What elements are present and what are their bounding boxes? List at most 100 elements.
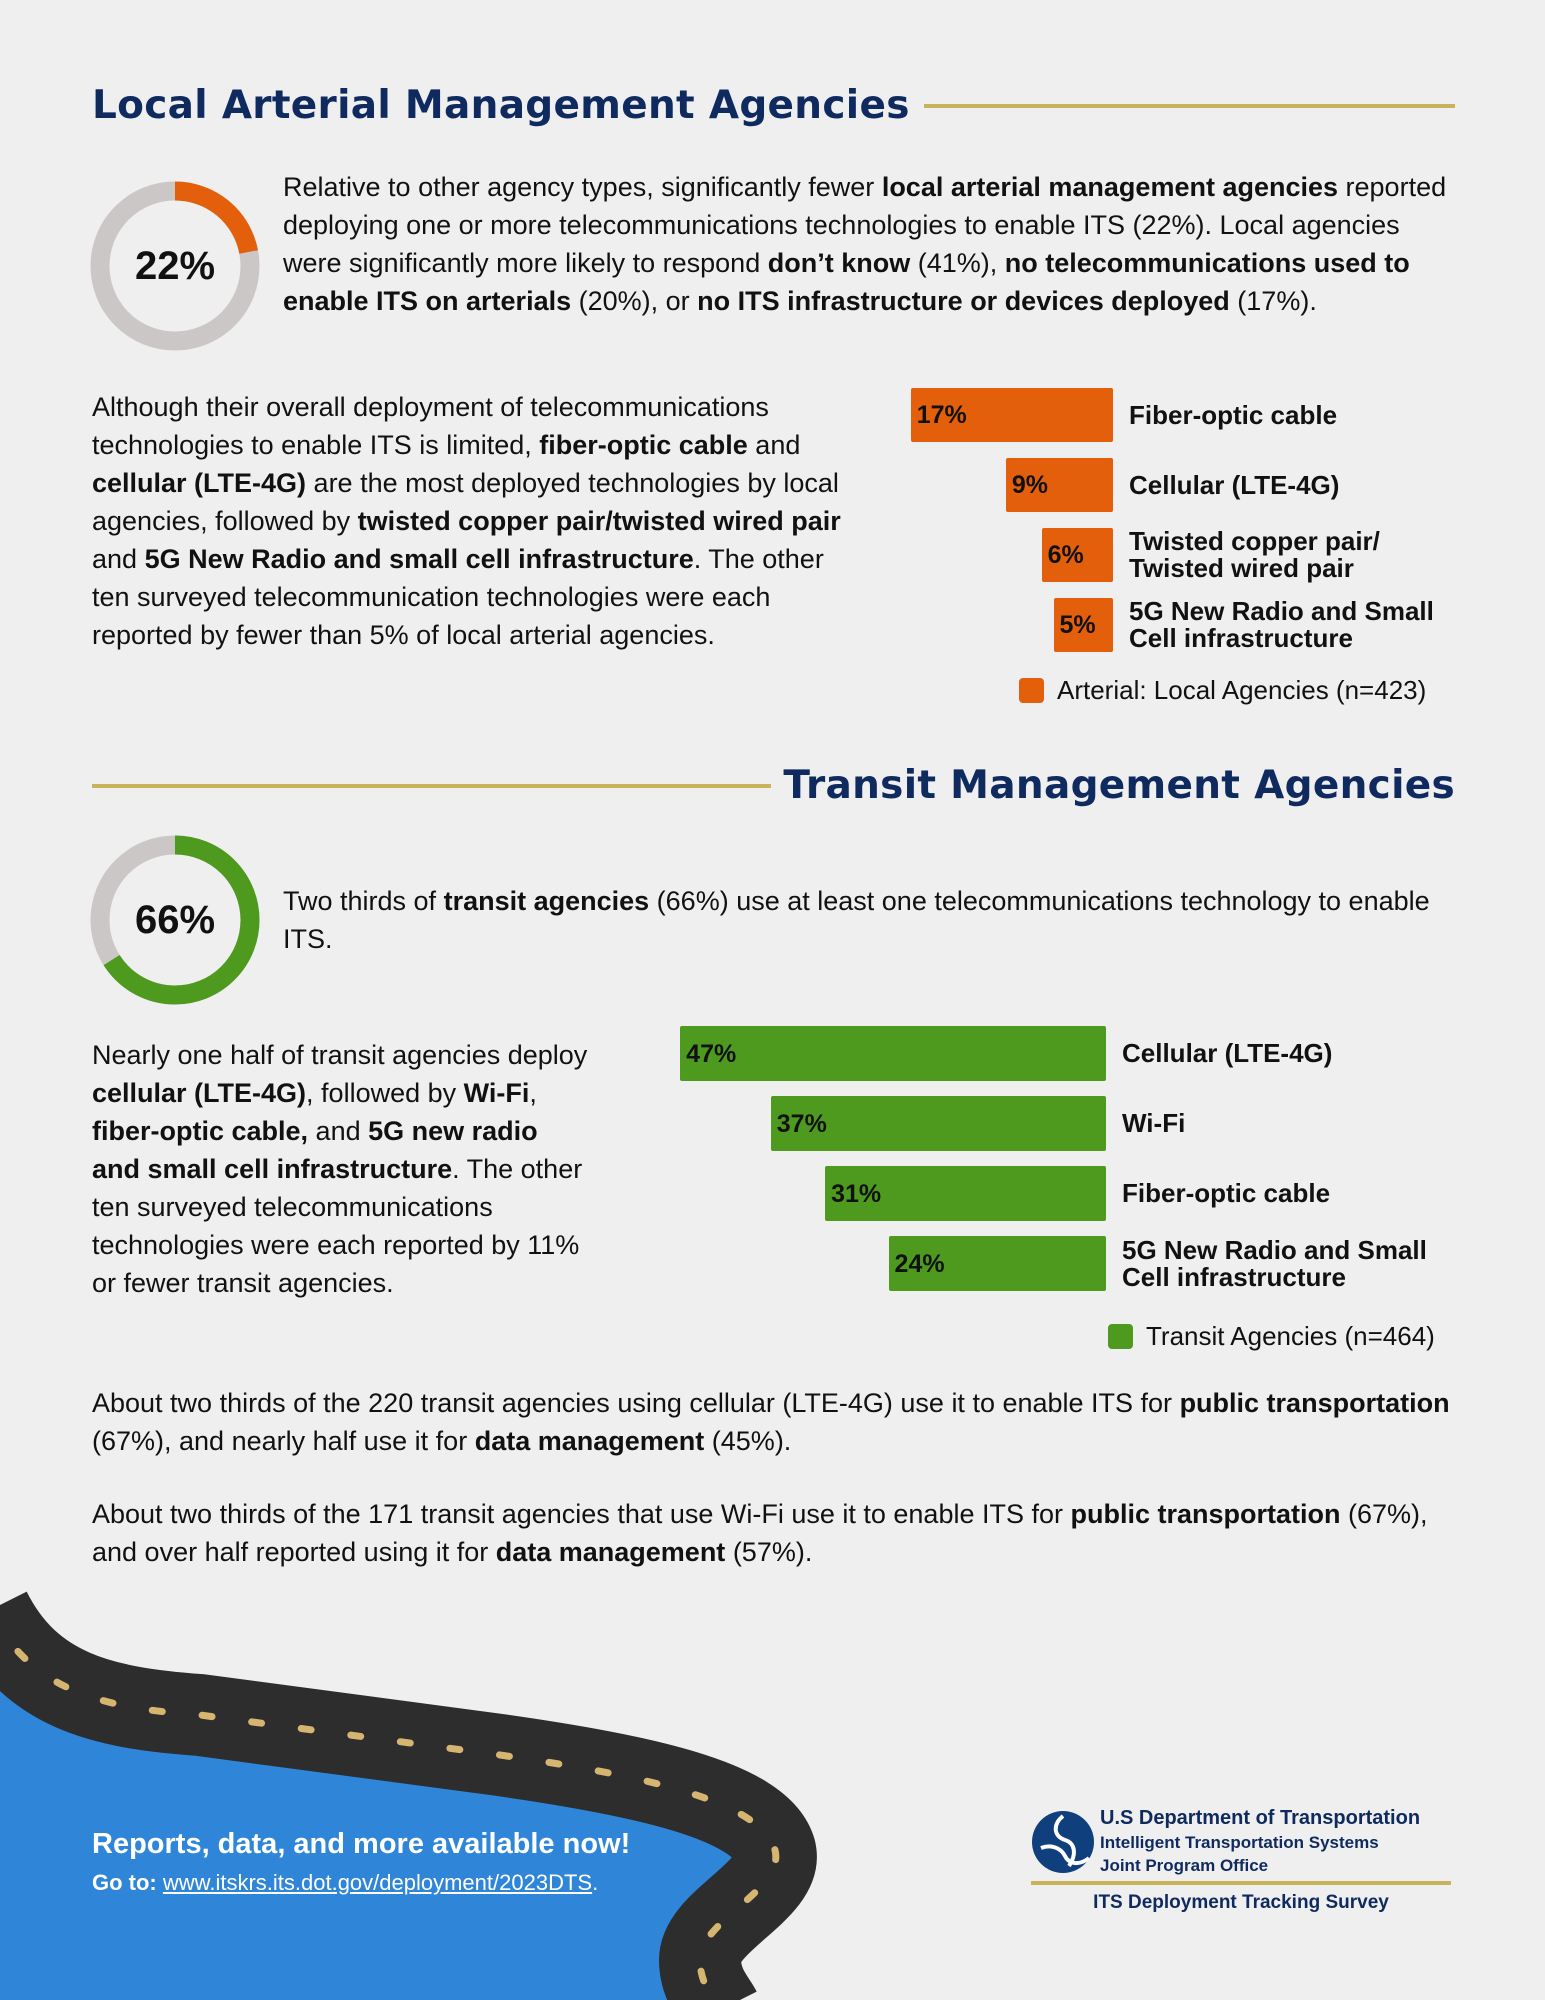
body-text: (57%).: [725, 1537, 813, 1567]
body-text: About two thirds of the 220 transit agen…: [92, 1388, 1180, 1418]
category-label: Cellular (LTE-4G): [1129, 469, 1340, 500]
body-text: . The other ten surveyed telecommunicati…: [92, 1154, 583, 1298]
emphasis-text: transit agencies: [443, 886, 650, 916]
body-text: Relative to other agency types, signific…: [283, 172, 882, 202]
emphasis-text: local arterial management agencies: [881, 172, 1339, 202]
body-text: and: [92, 544, 145, 574]
transit-intro-row: 66% Two thirds of transit agencies (66%)…: [89, 834, 1455, 1006]
bar-value-label: 24%: [894, 1249, 945, 1278]
bar-value-label: 6%: [1047, 541, 1084, 569]
dot-logo-icon: [1032, 1811, 1094, 1873]
category-label: Wi-Fi: [1122, 1108, 1186, 1138]
body-text: and: [747, 430, 801, 460]
body-text: and: [308, 1116, 369, 1146]
bar-value-label: 31%: [831, 1179, 882, 1208]
category-label: 5G New Radio and Small Cell infrastructur…: [1129, 596, 1434, 653]
body-text: (17%).: [1229, 286, 1317, 316]
deployment-link[interactable]: www.itskrs.its.dot.gov/deployment/2023DT…: [162, 1870, 593, 1895]
jpo-name: Joint Program Office: [1100, 1856, 1269, 1875]
donut-arc-orange: [90, 181, 260, 351]
bar-value-label: 47%: [686, 1039, 737, 1068]
emphasis-text: fiber-optic cable,: [92, 1116, 309, 1146]
emphasis-text: Wi-Fi: [463, 1078, 530, 1108]
emphasis-text: fiber-optic cable: [539, 430, 748, 460]
donut-chart-22: 22%: [89, 180, 261, 352]
emphasis-text: cellular (LTE-4G): [92, 1078, 307, 1108]
section-header-transit: Transit Management Agencies: [92, 758, 1455, 814]
body-text: Nearly one half of transit agencies depl…: [92, 1040, 588, 1070]
deployment-paragraph-arterial: Although their overall deployment of tel…: [92, 388, 852, 654]
emphasis-text: public transportation: [1179, 1388, 1450, 1418]
body-text: are the most deployed technologies by lo…: [92, 468, 839, 536]
emphasis-text: data management: [474, 1426, 705, 1456]
category-label: Twisted copper pair/Twisted wired pair: [1129, 526, 1380, 583]
bar: [888, 1236, 1106, 1291]
bar-value-label: 37%: [776, 1109, 827, 1138]
body-text: reported deploying one or more telecommu…: [283, 172, 1447, 278]
donut-chart-66: 66%: [89, 834, 261, 1006]
donut-label: 22%: [134, 244, 216, 288]
cellular-usage-paragraph: About two thirds of the 220 transit agen…: [92, 1384, 1455, 1460]
body-text: . The other ten surveyed telecommunicati…: [92, 544, 824, 650]
body-text: (67%), and nearly half use it for: [92, 1426, 475, 1456]
arterial-detail-row: Although their overall deployment of tel…: [92, 388, 1455, 708]
category-label: Fiber-optic cable: [1129, 399, 1338, 430]
bar-value-label: 17%: [916, 401, 967, 429]
category-label: Cellular (LTE-4G): [1122, 1038, 1333, 1068]
emphasis-text: no ITS infrastructure or devices deploye…: [697, 286, 1230, 316]
link-suffix: .: [592, 1870, 599, 1895]
emphasis-text: data management: [495, 1537, 726, 1567]
arterial-bar-chart: 17% Fiber-optic cable 9% Cellular (LTE-4G) 6…: [852, 388, 1455, 708]
bar: [1053, 598, 1113, 652]
bar: [1041, 528, 1113, 582]
section-header-arterial: Local Arterial Management Agencies: [92, 78, 1455, 134]
donut-svg: [90, 835, 260, 1005]
bar: [770, 1096, 1106, 1151]
donut-arc-green: [90, 835, 260, 1005]
body-text: (67%), and over half reported using it f…: [92, 1499, 1428, 1567]
wifi-usage-paragraph: About two thirds of the 171 transit agen…: [92, 1495, 1455, 1571]
bar: [825, 1166, 1106, 1221]
bar: [910, 388, 1113, 442]
body-text: (66%) use at least one telecommunication…: [283, 886, 1430, 954]
section-title-transit: Transit Management Agencies: [783, 763, 1455, 808]
road: [0, 1590, 817, 2000]
main-content: Local Arterial Management Agencies 22% R…: [89, 78, 1455, 1571]
intro-paragraph-transit: Two thirds of transit agencies (66%) use…: [283, 882, 1455, 958]
goto-label: Go to:: [92, 1870, 157, 1895]
category-label: 5G New Radio and Small Cell infrastructur…: [1122, 1234, 1427, 1292]
emphasis-text: no telecommunications used to enable ITS…: [283, 248, 1410, 316]
bar: [680, 1026, 1106, 1081]
bar-value-label: 9%: [1011, 471, 1049, 499]
arterial-intro-row: 22% Relative to other agency types, sign…: [89, 168, 1455, 352]
bar-value-label: 5%: [1059, 611, 1096, 639]
deployment-paragraph-transit: Nearly one half of transit agencies depl…: [92, 1036, 592, 1302]
its-name: Intelligent Transportation Systems: [1100, 1833, 1379, 1852]
footer-divider: [1031, 1881, 1451, 1885]
section-title-local-arterial: Local Arterial Management Agencies: [92, 83, 910, 128]
body-text: (45%).: [704, 1426, 792, 1456]
legend-swatch: [1108, 1324, 1133, 1349]
transit-detail-row: Nearly one half of transit agencies depl…: [92, 1026, 1455, 1356]
title-divider: [92, 784, 772, 788]
body-text: , followed by: [306, 1078, 464, 1108]
body-text: Although their overall deployment of tel…: [92, 392, 769, 460]
emphasis-text: 5G new radio and small cell infrastructu…: [92, 1116, 538, 1184]
intro-paragraph-arterial: Relative to other agency types, signific…: [283, 168, 1455, 320]
emphasis-text: cellular (LTE-4G): [92, 468, 307, 498]
emphasis-text: 5G New Radio and small cell infrastructu…: [144, 544, 694, 574]
body-text: Two thirds of: [283, 886, 444, 916]
body-text: (20%), or: [571, 286, 698, 316]
donut-label: 66%: [134, 898, 216, 942]
body-text: About two thirds of the 171 transit agen…: [92, 1499, 1071, 1529]
bar: [1005, 458, 1113, 512]
footer-link-line: Go to: www.itskrs.its.dot.gov/deployment…: [92, 1870, 598, 1896]
transit-bar-chart: 47% Cellular (LTE-4G) 37% Wi-Fi 31% Fiber-opt…: [592, 1026, 1455, 1356]
emphasis-text: don’t know: [767, 248, 911, 278]
body-text: ,: [529, 1078, 537, 1108]
emphasis-text: public transportation: [1070, 1499, 1341, 1529]
survey-name: ITS Deployment Tracking Survey: [1093, 1892, 1389, 1913]
dot-name: U.S Department of Transportation: [1100, 1807, 1421, 1829]
body-text: (41%),: [910, 248, 1005, 278]
